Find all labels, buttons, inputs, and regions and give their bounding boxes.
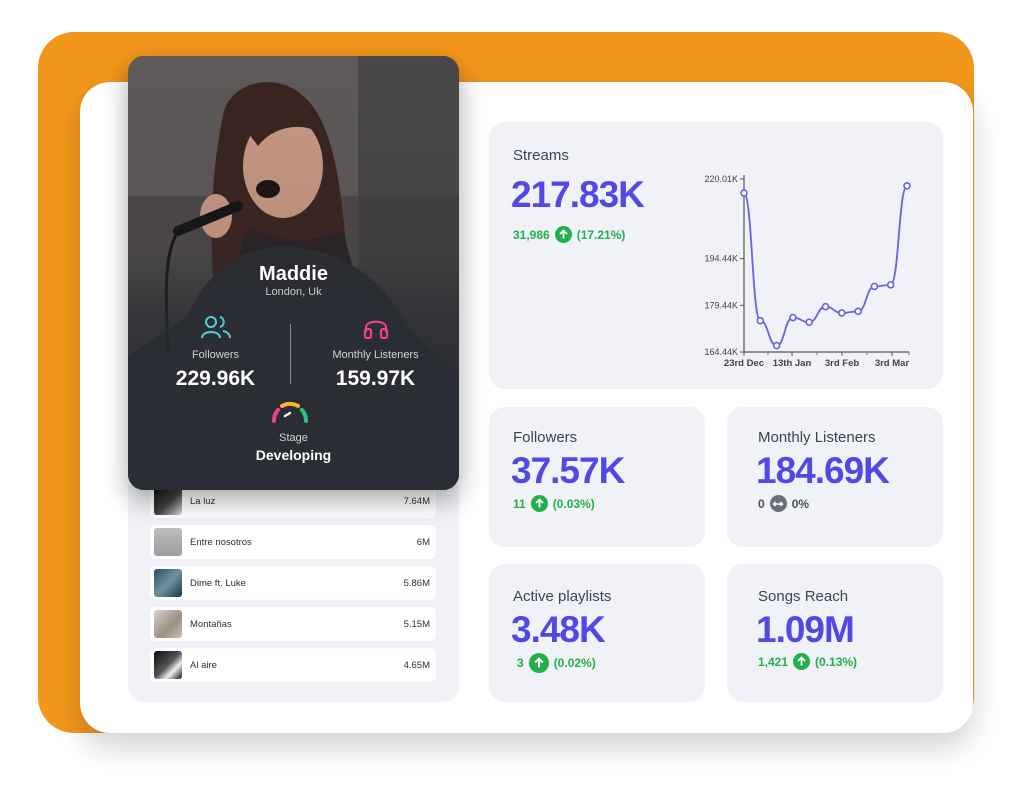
profile-listeners-stat: Monthly Listeners 159.97K — [293, 314, 458, 391]
active-playlists-card: Active playlists 3.48K 3 (0.02%) — [489, 564, 705, 702]
playlists-title: Active playlists — [513, 588, 612, 605]
track-cover-image — [154, 487, 182, 515]
streams-value: 217.83K — [511, 174, 645, 215]
arrow-up-icon — [554, 226, 572, 243]
monthly-listeners-card: Monthly Listeners 184.69K 0 0% — [727, 407, 943, 547]
arrow-up-icon — [793, 653, 811, 670]
chart-data-point[interactable] — [870, 282, 879, 291]
stage-value: Developing — [255, 447, 332, 463]
streams-delta-pct: (17.21%) — [576, 227, 626, 242]
chart-data-point[interactable] — [903, 181, 911, 190]
chart-data-point[interactable] — [772, 341, 781, 350]
streams-title: Streams — [513, 147, 569, 164]
track-name: Dime ft. Luke — [190, 577, 246, 589]
track-cover-image — [154, 651, 182, 679]
track-stream-count: 7.64M — [403, 495, 430, 507]
chart-data-point[interactable] — [805, 318, 814, 327]
chart-x-tick-label: 3rd Mar — [875, 358, 910, 369]
followers-delta: 11 (0.03%) — [513, 495, 595, 512]
chart-y-tick-label: 194.44K — [704, 254, 738, 264]
playlists-value: 3.48K — [511, 609, 606, 650]
chart-data-point[interactable] — [740, 189, 748, 197]
track-row[interactable]: Dime ft. Luke 5.86M — [150, 566, 436, 600]
artist-location: London, Uk — [265, 286, 322, 298]
reach-delta-value: 1,421 — [758, 654, 789, 669]
track-cover-image — [154, 528, 182, 556]
chart-y-tick-label: 220.01K — [704, 174, 738, 184]
streams-card: Streams 217.83K 31,986 (17.21%) 220.01K 1… — [489, 122, 943, 389]
track-row[interactable]: Montañas 5.15M — [150, 607, 436, 641]
track-stream-count: 5.86M — [403, 577, 430, 589]
stage-gauge-icon — [272, 401, 308, 423]
profile-listeners-value: 159.97K — [335, 367, 416, 390]
track-cover-image — [154, 610, 182, 638]
playlists-delta-value: 3 — [517, 656, 524, 670]
chart-y-tick-label: 164.44K — [704, 347, 738, 357]
followers-title: Followers — [513, 429, 578, 446]
streams-delta-value: 31,986 — [513, 227, 550, 242]
stage-label: Stage — [279, 432, 308, 444]
profile-followers-value: 229.96K — [175, 367, 256, 390]
track-row[interactable]: Entre nosotros 6M — [150, 525, 436, 559]
songs-reach-card: Songs Reach 1.09M 1,421 (0.13%) — [727, 564, 943, 702]
profile-listeners-label: Monthly Listeners — [332, 349, 419, 361]
streams-series-line — [743, 184, 908, 347]
artist-photo — [128, 56, 459, 490]
track-name: Al aire — [190, 659, 217, 671]
horizontal-arrows-icon — [769, 495, 787, 512]
listeners-value: 184.69K — [756, 450, 890, 491]
arrow-up-icon — [528, 653, 549, 673]
playlists-delta: 3 (0.02%) — [517, 653, 596, 673]
playlists-delta-pct: (0.02%) — [553, 656, 596, 670]
chart-data-point[interactable] — [886, 281, 895, 289]
track-stream-count: 6M — [416, 536, 430, 548]
track-name: Entre nosotros — [190, 536, 252, 548]
listeners-delta-pct: 0% — [791, 496, 810, 511]
followers-delta-pct: (0.03%) — [552, 496, 595, 511]
artist-profile-card: Maddie London, Uk Followers 229.96K Mont… — [128, 56, 459, 490]
reach-delta: 1,421 (0.13%) — [758, 653, 857, 670]
chart-data-point[interactable] — [821, 302, 830, 311]
listeners-title: Monthly Listeners — [758, 429, 876, 446]
profile-followers-label: Followers — [191, 349, 240, 361]
chart-x-tick-label: 23rd Dec — [724, 358, 764, 369]
arrow-up-icon — [530, 495, 548, 512]
streams-delta: 31,986 (17.21%) — [513, 226, 625, 243]
profile-stat-divider — [290, 324, 291, 384]
profile-followers-stat: Followers 229.96K — [133, 314, 298, 391]
reach-title: Songs Reach — [758, 588, 849, 605]
chart-data-point[interactable] — [837, 309, 846, 317]
reach-delta-pct: (0.13%) — [815, 654, 858, 669]
track-name: Montañas — [190, 618, 232, 630]
headphones-icon — [363, 320, 388, 340]
followers-value: 37.57K — [511, 450, 625, 491]
track-stream-count: 4.65M — [403, 659, 430, 671]
chart-data-point[interactable] — [789, 313, 797, 322]
followers-card: Followers 37.57K 11 (0.03%) — [489, 407, 705, 547]
track-name: La luz — [190, 495, 216, 507]
artist-name: Maddie — [259, 263, 328, 285]
chart-x-tick-label: 3rd Feb — [825, 358, 860, 369]
followers-delta-value: 11 — [513, 496, 526, 511]
track-row[interactable]: Al aire 4.65M — [150, 648, 436, 682]
chart-y-tick-label: 179.44K — [704, 300, 738, 310]
chart-data-point[interactable] — [854, 307, 862, 316]
chart-data-point[interactable] — [756, 316, 765, 325]
track-cover-image — [154, 569, 182, 597]
track-stream-count: 5.15M — [403, 618, 430, 630]
listeners-delta-value: 0 — [758, 496, 765, 511]
reach-value: 1.09M — [756, 609, 855, 650]
chart-x-tick-label: 13th Jan — [773, 358, 812, 369]
listeners-delta: 0 0% — [758, 495, 809, 512]
followers-icon — [200, 316, 231, 339]
